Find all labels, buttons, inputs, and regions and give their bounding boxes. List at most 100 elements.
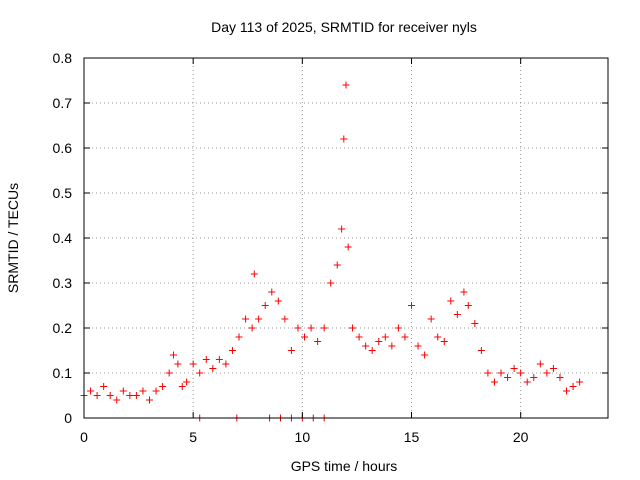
data-point — [281, 315, 289, 323]
data-point — [106, 392, 114, 399]
y-tick-label: 0.5 — [53, 185, 73, 201]
y-tick-label: 0.1 — [53, 365, 73, 381]
data-point — [333, 261, 341, 269]
data-point — [523, 378, 531, 386]
data-point — [287, 347, 295, 354]
data-point — [100, 383, 108, 390]
data-point — [543, 369, 551, 377]
data-point — [235, 333, 243, 341]
data-point — [93, 392, 101, 399]
data-point — [381, 333, 389, 341]
data-point — [471, 320, 479, 327]
x-tick-label: 20 — [513, 429, 529, 445]
x-axis-label: GPS time / hours — [291, 458, 398, 474]
data-point — [113, 396, 121, 404]
data-point — [342, 81, 350, 89]
data-point — [549, 365, 557, 372]
x-tick-label: 5 — [189, 429, 197, 445]
data-point — [242, 315, 250, 323]
data-point — [464, 302, 472, 309]
data-point — [202, 356, 210, 363]
data-point — [178, 383, 186, 390]
y-tick-label: 0.8 — [53, 50, 73, 66]
data-point — [250, 270, 258, 278]
data-point — [119, 387, 127, 395]
axis-ticks: 0 0.1 0.2 0.3 0.4 0.5 0.6 0.7 0.8 0 5 10 15 20 — [53, 50, 608, 445]
plot-frame — [83, 57, 609, 419]
data-point — [126, 392, 134, 399]
data-point — [189, 360, 197, 368]
y-tick-label: 0 — [64, 410, 72, 426]
data-point — [170, 351, 178, 359]
data-point — [484, 369, 492, 377]
data-point — [421, 351, 429, 359]
data-point — [320, 324, 328, 332]
data-point — [355, 333, 363, 341]
data-point — [327, 279, 335, 287]
data-point — [460, 288, 468, 296]
data-point — [504, 374, 512, 381]
data-point — [139, 387, 147, 395]
data-point — [301, 333, 309, 341]
data-point — [563, 387, 571, 395]
data-point — [248, 324, 256, 332]
data-point — [349, 324, 357, 332]
data-point — [401, 333, 409, 341]
data-point — [174, 360, 182, 368]
data-point — [340, 135, 348, 143]
data-point — [314, 338, 322, 345]
y-tick-label: 0.7 — [53, 95, 73, 111]
data-point — [408, 302, 415, 309]
data-point — [368, 347, 376, 354]
y-axis-label: SRMTID / TECUs — [5, 183, 21, 293]
data-point — [576, 378, 584, 386]
data-point — [536, 360, 544, 368]
y-tick-label: 0.2 — [53, 320, 73, 336]
x-tick-label: 15 — [404, 429, 420, 445]
data-point — [497, 369, 505, 377]
data-point — [261, 302, 269, 309]
data-point — [196, 369, 204, 377]
data-point — [447, 297, 455, 305]
data-point — [165, 369, 173, 377]
data-points — [80, 81, 584, 422]
x-tick-label: 0 — [80, 429, 88, 445]
data-point — [414, 342, 422, 350]
data-point — [183, 378, 191, 386]
data-point — [294, 324, 302, 332]
x-tick-label: 10 — [295, 429, 311, 445]
data-point — [530, 374, 538, 381]
data-point — [146, 396, 153, 404]
data-point — [362, 342, 370, 350]
grid — [84, 58, 608, 418]
data-point — [274, 297, 282, 305]
data-point — [159, 383, 167, 390]
data-point — [307, 324, 315, 332]
data-point — [427, 315, 435, 323]
data-point — [440, 338, 448, 345]
chart-title: Day 113 of 2025, SRMTID for receiver nyl… — [211, 19, 477, 35]
y-tick-label: 0.3 — [53, 275, 73, 291]
data-point — [87, 387, 95, 395]
data-point — [338, 225, 346, 233]
data-point — [132, 392, 140, 399]
y-tick-label: 0.4 — [53, 230, 73, 246]
data-point — [268, 288, 276, 296]
y-tick-label: 0.6 — [53, 140, 73, 156]
data-point — [228, 347, 236, 354]
data-point — [556, 374, 564, 381]
data-point — [394, 324, 402, 332]
data-point — [569, 383, 577, 390]
data-point — [344, 243, 352, 251]
data-point — [375, 338, 383, 345]
data-point — [388, 342, 396, 350]
data-point — [222, 360, 230, 368]
data-point — [517, 369, 525, 377]
data-point — [490, 378, 498, 386]
data-point — [477, 347, 485, 354]
data-point — [255, 315, 263, 323]
data-point — [453, 311, 461, 318]
data-point — [209, 365, 217, 372]
data-point — [215, 356, 223, 363]
